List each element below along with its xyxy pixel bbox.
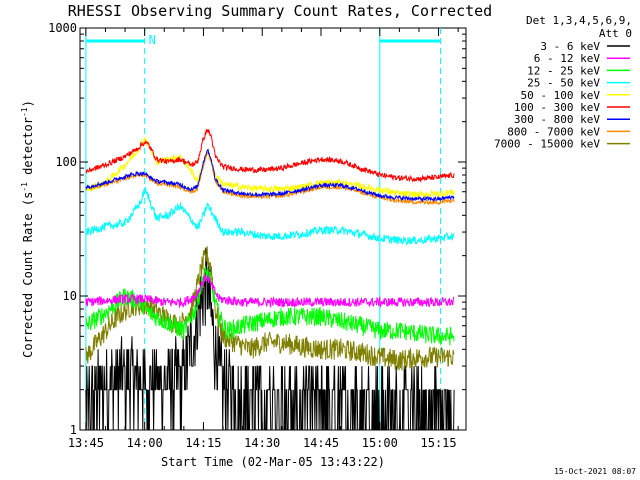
- series-line-2: [85, 266, 455, 347]
- legend-entry-label: 7000 - 15000 keV: [494, 138, 600, 151]
- legend-entry-label: 3 - 6 keV: [540, 40, 600, 53]
- legend-header-line-1: Det 1,3,4,5,6,9,: [526, 14, 632, 27]
- series-line-0: [85, 247, 455, 430]
- x-tick-label: 15:00: [362, 436, 398, 450]
- plot-frame: [79, 27, 467, 431]
- y-tick-label: 10: [63, 289, 77, 303]
- legend-entry-label: 100 - 300 keV: [514, 101, 600, 114]
- legend-entry-label: 25 - 50 keV: [527, 77, 600, 90]
- y-tick-label: 100: [55, 155, 77, 169]
- x-tick-label: 14:00: [127, 436, 163, 450]
- legend-entry-label: 800 - 7000 keV: [507, 125, 600, 138]
- y-tick-label: 1: [70, 423, 77, 437]
- y-axis-label: Corrected Count Rate (s-1 detector-1): [20, 100, 35, 358]
- x-axis: 13:45 14:00 14:15 14:30 14:45 15:00 15:15: [68, 28, 459, 450]
- y-tick-label: 1000: [48, 21, 77, 35]
- x-axis-label: Start Time (02-Mar-05 13:43:22): [161, 455, 385, 469]
- x-tick-label: 14:30: [244, 436, 280, 450]
- legend-entry-label: 50 - 100 keV: [521, 89, 601, 102]
- timestamp: 15-Oct-2021 08:07: [554, 467, 636, 476]
- x-tick-label: 13:45: [68, 436, 104, 450]
- legend-entry-label: 6 - 12 keV: [534, 52, 601, 65]
- x-tick-label: 15:15: [421, 436, 457, 450]
- legend-entry-label: 12 - 25 keV: [527, 64, 600, 77]
- legend-header-line-2: Att 0: [599, 27, 632, 40]
- chart-title: RHESSI Observing Summary Count Rates, Co…: [68, 2, 492, 20]
- series-line-5: [85, 128, 455, 183]
- series-line-3: [85, 186, 455, 246]
- night-bar-label: N: [149, 33, 156, 47]
- series-line-1: [85, 274, 455, 309]
- x-tick-label: 14:45: [303, 436, 339, 450]
- x-tick-label: 14:15: [185, 436, 221, 450]
- series-line-6: [85, 148, 455, 203]
- legend-entry-label: 300 - 800 keV: [514, 113, 600, 126]
- y-axis: 1 10 100 1000: [48, 21, 466, 437]
- plot-area: N: [79, 27, 467, 431]
